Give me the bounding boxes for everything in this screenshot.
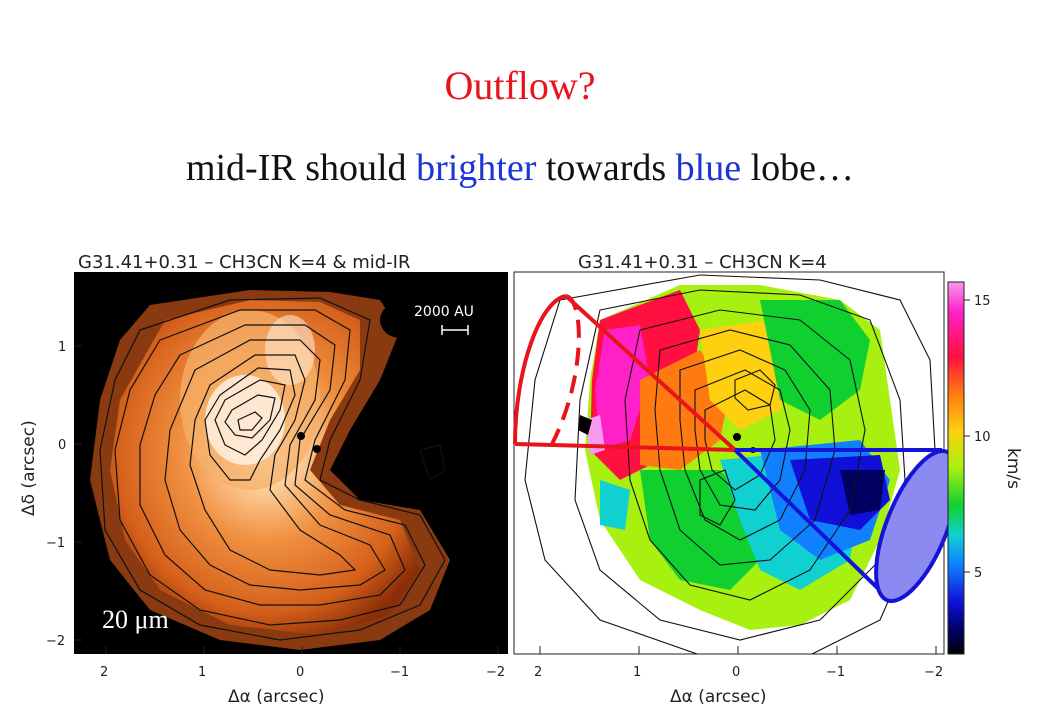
wavelength-label: 20 μm [102, 605, 169, 634]
left-x-tick-2: 2 [100, 665, 108, 680]
subtitle-part-5: lobe… [741, 147, 855, 189]
source-marker-1 [297, 432, 305, 440]
left-contours [99, 297, 446, 641]
right-x-tick-1: 1 [633, 665, 641, 680]
right-x-tick-0: 0 [732, 665, 740, 680]
colorbar-tick-5: 5 [974, 566, 982, 581]
left-x-tick-m1: −1 [390, 665, 409, 680]
left-ticks [74, 345, 499, 654]
right-ticks [539, 646, 937, 654]
left-y-tick-m1: −1 [46, 536, 65, 551]
left-panel-title: G31.41+0.31 – CH3CN K=4 & mid-IR [78, 252, 410, 273]
colorbar-scale [947, 281, 965, 655]
slide-subtitle: mid-IR should brighter towards blue lobe… [0, 146, 1040, 190]
right-panel: G31.41+0.31 – CH3CN K=4 [513, 252, 960, 707]
right-x-tick-2: 2 [534, 665, 542, 680]
colorbar-tick-10: 10 [974, 430, 991, 445]
right-panel-title: G31.41+0.31 – CH3CN K=4 [578, 252, 827, 273]
subtitle-word-brighter: brighter [416, 147, 537, 189]
right-x-tick-m1: −1 [826, 665, 845, 680]
subtitle-word-blue: blue [675, 147, 742, 189]
left-x-tick-m2: −2 [486, 665, 505, 680]
colorbar-label: km/s [1003, 448, 1023, 489]
scale-bar-label: 2000 AU [414, 304, 474, 320]
blue-outflow-lobe [733, 448, 960, 604]
left-x-tick-1: 1 [198, 665, 206, 680]
velocity-colorbar: 15 10 5 km/s [947, 281, 1023, 655]
left-y-axis-label: Δδ (arcsec) [19, 420, 39, 516]
slide-title: Outflow? [444, 63, 596, 108]
source-marker-2 [313, 445, 321, 453]
subtitle-part-1: mid-IR should [185, 147, 417, 189]
red-outflow-lobe [513, 294, 737, 452]
left-x-tick-0: 0 [296, 665, 304, 680]
left-y-tick-m2: −2 [46, 634, 65, 649]
right-x-axis-label: Δα (arcsec) [670, 687, 767, 707]
colorbar-tick-15: 15 [974, 294, 991, 309]
left-y-tick-1: 1 [58, 340, 66, 355]
left-panel: G31.41+0.31 – CH3CN K=4 & mid-IR 2000 AU [19, 252, 508, 707]
subtitle-part-3: towards [536, 147, 676, 189]
right-x-tick-m2: −2 [924, 665, 943, 680]
scale-bar [441, 325, 469, 335]
right-source-marker-1 [733, 433, 741, 441]
left-y-tick-0: 0 [58, 438, 66, 453]
left-x-axis-label: Δα (arcsec) [228, 687, 325, 707]
